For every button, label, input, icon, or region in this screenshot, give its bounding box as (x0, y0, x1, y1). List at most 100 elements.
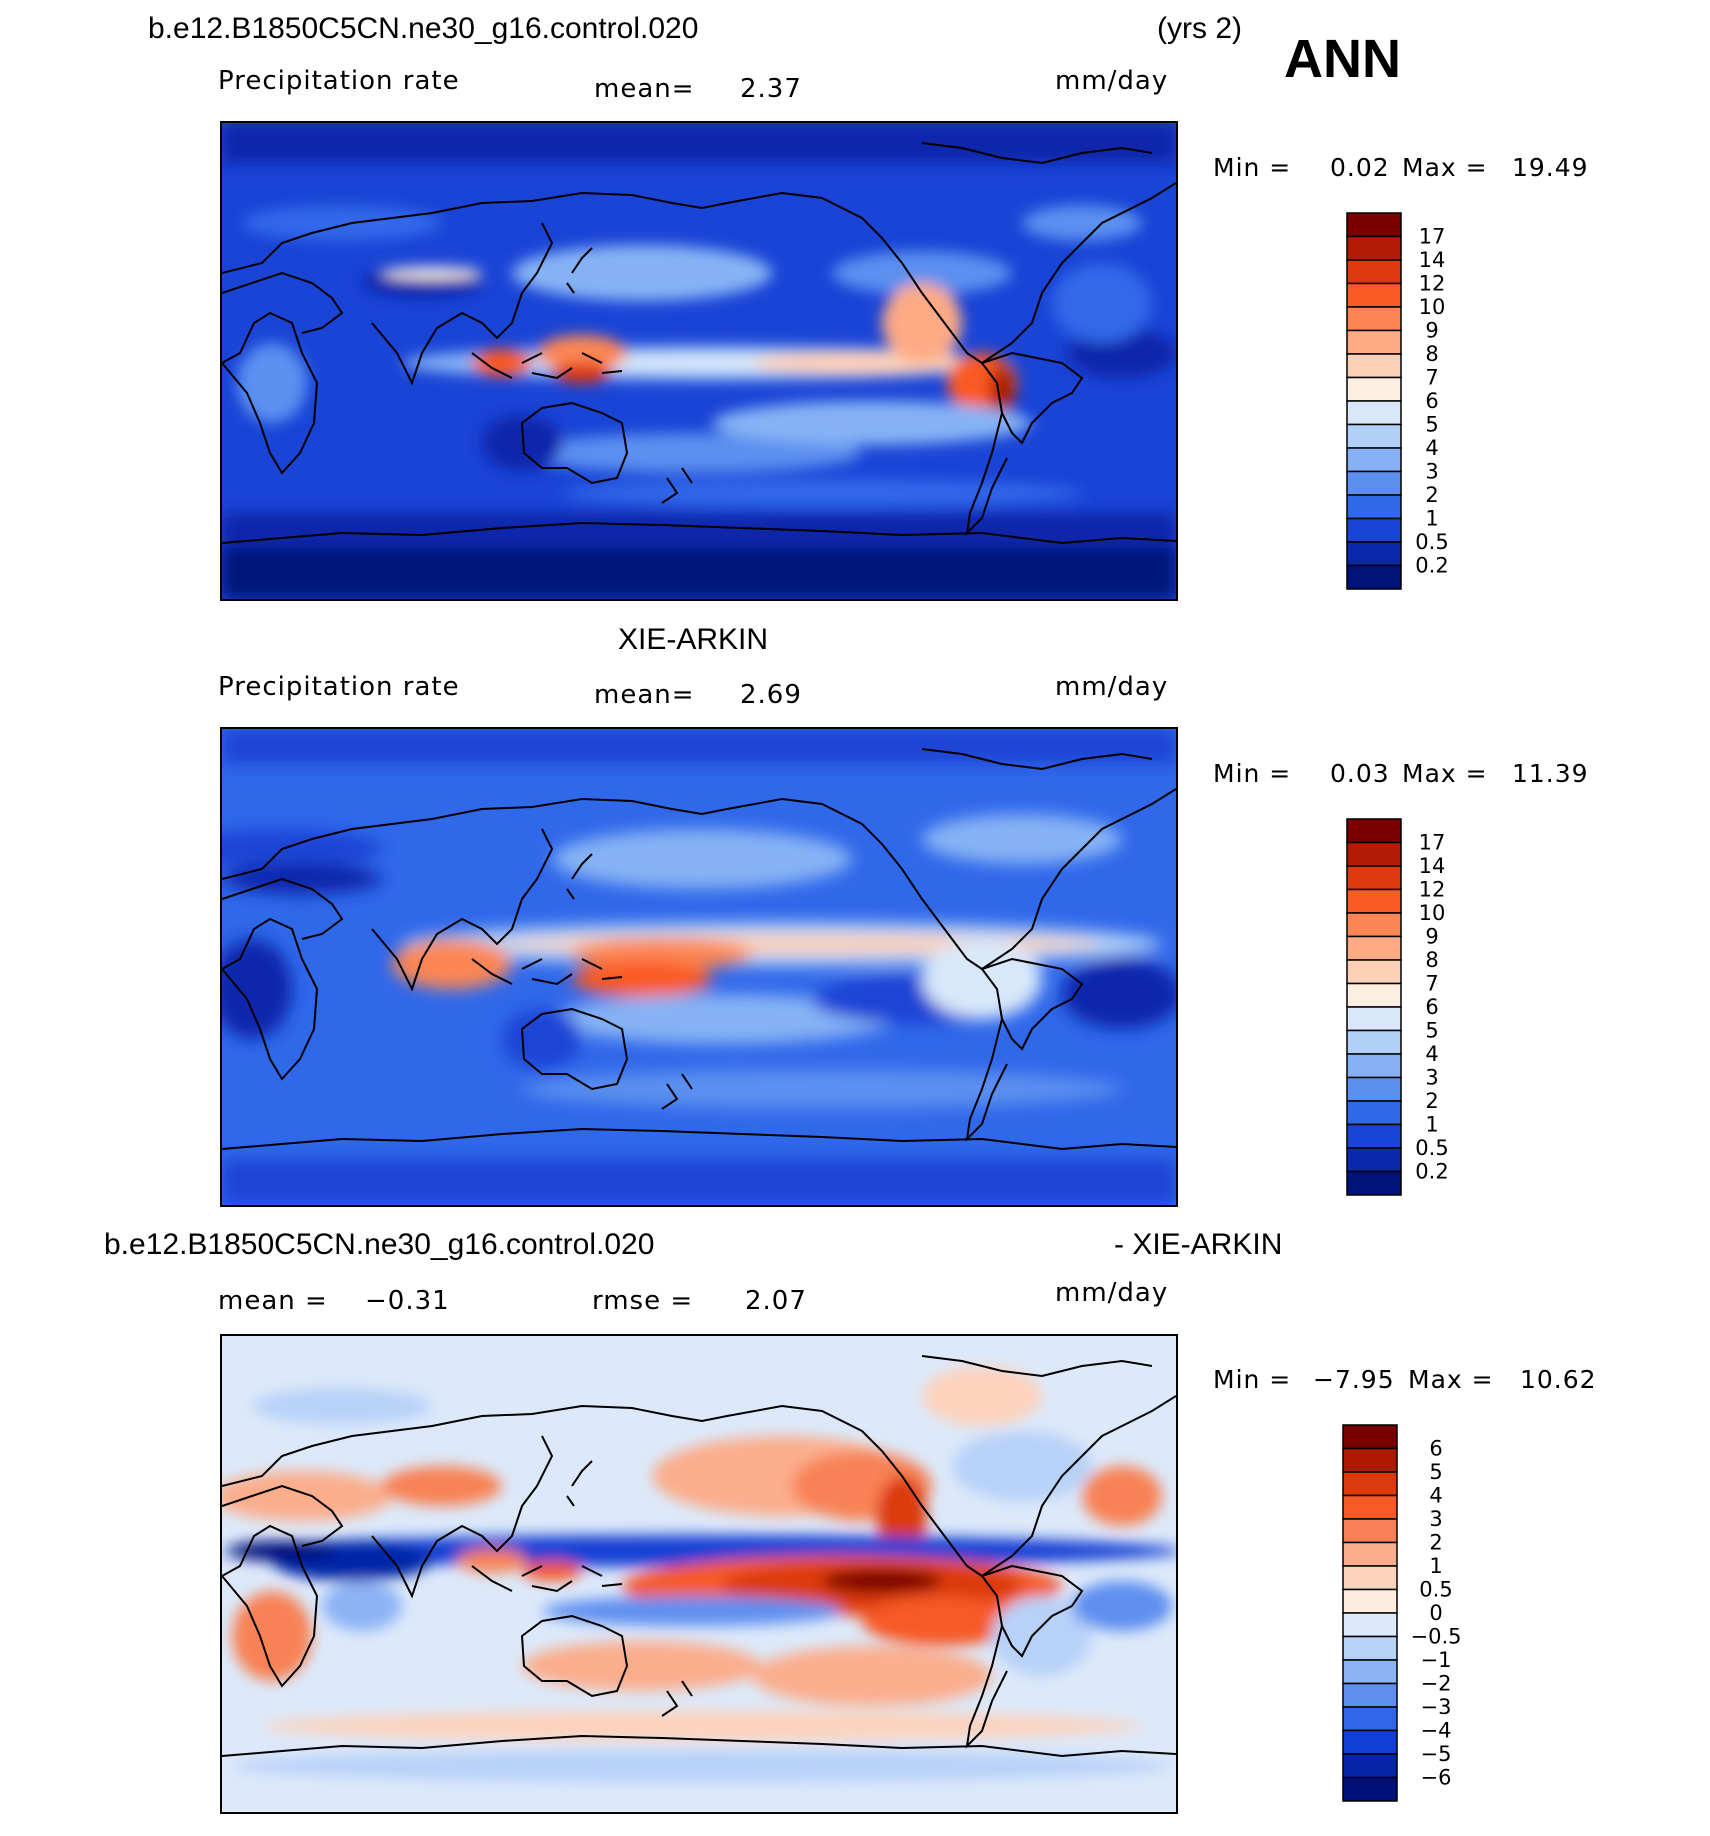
colorbar-swatch (1346, 259, 1402, 285)
colorbar-swatch (1346, 959, 1402, 985)
colorbar-tick-label: 3 (1425, 1066, 1438, 1090)
panel3-min-label: Min = (1213, 1365, 1292, 1394)
colorbar-tick-label: 5 (1429, 1460, 1442, 1484)
panel3-map (220, 1334, 1178, 1814)
panel3-units: mm/day (1055, 1278, 1169, 1308)
panel2-min-value: 0.03 (1330, 759, 1390, 788)
colorbar-tick-label: 0.2 (1415, 554, 1448, 578)
colorbar-tick-label: 9 (1425, 925, 1438, 949)
panel2-max-value: 11.39 (1512, 759, 1589, 788)
colorbar-tick-label: 7 (1425, 366, 1438, 390)
panel2-map (220, 727, 1178, 1207)
colorbar-tick-label: 6 (1429, 1437, 1442, 1461)
panel3-colorbar: 6 5 4 3 2 1 0.5 0 −0.5 −1 −2 −3 −4 −5 −6 (1342, 1424, 1472, 1804)
panel3-mean-label: mean = (218, 1286, 328, 1316)
panel1-max-value: 19.49 (1512, 153, 1589, 182)
panel3-rmse-label: rmse = (592, 1286, 694, 1316)
colorbar-swatch (1346, 888, 1402, 914)
colorbar-swatch (1346, 1006, 1402, 1032)
colorbar-tick-label: 4 (1429, 1484, 1442, 1508)
colorbar-swatch (1342, 1494, 1398, 1520)
colorbar-swatch (1346, 1170, 1402, 1196)
colorbar-tick-label: −6 (1421, 1766, 1452, 1790)
panel3-min-value: −7.95 (1313, 1365, 1395, 1394)
colorbar-swatch (1346, 447, 1402, 473)
panel3-max-label: Max = (1408, 1365, 1494, 1394)
colorbar-tick-label: 0.5 (1415, 1136, 1448, 1160)
colorbar-tick-label: 9 (1425, 319, 1438, 343)
colorbar-tick-label: 3 (1425, 460, 1438, 484)
colorbar-swatch (1346, 376, 1402, 402)
colorbar-tick-label: 5 (1425, 1019, 1438, 1043)
panel3-map-field (222, 1336, 1176, 1812)
colorbar-swatch (1342, 1659, 1398, 1685)
panel3-max-value: 10.62 (1520, 1365, 1597, 1394)
colorbar-swatch (1346, 517, 1402, 543)
colorbar-tick-label: 2 (1429, 1531, 1442, 1555)
colorbar-swatch (1346, 353, 1402, 379)
panel2-variable: Precipitation rate (218, 672, 460, 702)
colorbar-tick-label: 17 (1419, 225, 1446, 249)
colorbar-swatch (1346, 865, 1402, 891)
colorbar-swatch (1342, 1471, 1398, 1497)
colorbar-tick-label: 12 (1419, 272, 1446, 296)
panel1-map (220, 121, 1178, 601)
years-label: (yrs 2) (1157, 12, 1242, 45)
colorbar-tick-label: 14 (1419, 854, 1446, 878)
panel1-min-value: 0.02 (1330, 153, 1390, 182)
panel2-mean-label: mean= (594, 680, 695, 710)
colorbar-tick-label: −5 (1421, 1742, 1452, 1766)
colorbar-swatch (1346, 423, 1402, 449)
colorbar-swatch (1346, 212, 1402, 238)
colorbar-tick-label: 2 (1425, 483, 1438, 507)
panel1-variable: Precipitation rate (218, 66, 460, 96)
colorbar-tick-label: 0.2 (1415, 1160, 1448, 1184)
colorbar-tick-label: 1 (1425, 1113, 1438, 1137)
colorbar-tick-label: −1 (1421, 1648, 1452, 1672)
colorbar-swatch (1346, 235, 1402, 261)
colorbar-swatch (1342, 1588, 1398, 1614)
colorbar-swatch (1346, 1123, 1402, 1149)
panel1-units: mm/day (1055, 66, 1169, 96)
colorbar-tick-label: 6 (1425, 995, 1438, 1019)
colorbar-tick-label: 8 (1425, 342, 1438, 366)
colorbar-swatch (1342, 1682, 1398, 1708)
colorbar-swatch (1346, 818, 1402, 844)
panel1-mean-value: 2.37 (740, 74, 802, 104)
colorbar-swatch (1346, 470, 1402, 496)
panel1-min-label: Min = (1213, 153, 1292, 182)
colorbar-swatch (1346, 329, 1402, 355)
colorbar-swatch (1342, 1635, 1398, 1661)
panel2-min-label: Min = (1213, 759, 1292, 788)
colorbar-swatch (1346, 541, 1402, 567)
colorbar-tick-label: 12 (1419, 878, 1446, 902)
colorbar-tick-label: 8 (1425, 948, 1438, 972)
panel2-units: mm/day (1055, 672, 1169, 702)
panel1-mean-label: mean= (594, 74, 695, 104)
colorbar-swatch (1342, 1541, 1398, 1567)
panel3-mean-value: −0.31 (365, 1286, 450, 1316)
colorbar-tick-label: 4 (1425, 1042, 1438, 1066)
colorbar-swatch (1346, 912, 1402, 938)
colorbar-tick-label: 0 (1429, 1601, 1442, 1625)
colorbar-swatch (1342, 1753, 1398, 1779)
colorbar-swatch (1346, 982, 1402, 1008)
colorbar-swatch (1346, 1029, 1402, 1055)
colorbar-tick-label: −2 (1421, 1672, 1452, 1696)
colorbar-tick-label: 7 (1425, 972, 1438, 996)
colorbar-swatch (1342, 1447, 1398, 1473)
colorbar-tick-label: 6 (1425, 389, 1438, 413)
colorbar-swatch (1346, 400, 1402, 426)
panel3-title-left: b.e12.B1850C5CN.ne30_g16.control.020 (104, 1228, 655, 1261)
colorbar-swatch (1342, 1729, 1398, 1755)
colorbar-tick-label: 10 (1419, 901, 1446, 925)
colorbar-tick-label: 14 (1419, 248, 1446, 272)
colorbar-swatch (1346, 564, 1402, 590)
colorbar-tick-label: 0.5 (1419, 1578, 1452, 1602)
colorbar-tick-label: 17 (1419, 831, 1446, 855)
colorbar-tick-label: 3 (1429, 1507, 1442, 1531)
colorbar-swatch (1342, 1776, 1398, 1802)
